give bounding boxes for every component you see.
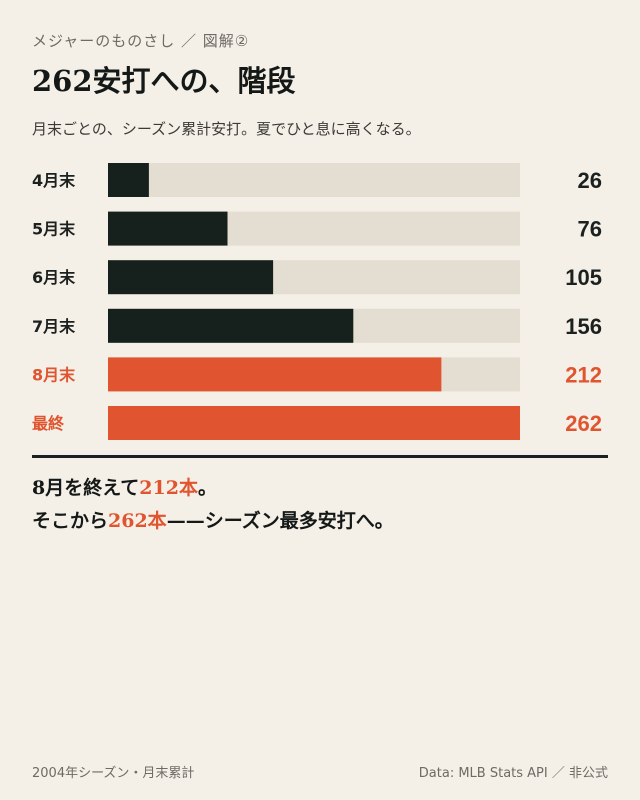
divider [32,455,608,458]
bar-track [108,163,520,197]
annotation-line-2: そこから262本——シーズン最多安打へ。 [32,505,394,538]
category-label: 最終 [32,414,65,433]
bar-chart: 4月末 26 5月末 76 6月末 105 7月末 156 8月末 212 最終 262 [32,163,602,440]
category-label: 4月末 [32,171,76,190]
bar-row: 最終 262 [32,406,602,440]
annotation-line-1: 8月を終えて212本。 [32,472,394,505]
value-label: 76 [578,217,602,242]
annotation-highlight: 262本 [108,510,167,532]
bar-row: 7月末 156 [32,308,602,343]
value-label: 212 [565,362,602,387]
bar [108,260,274,295]
value-label: 105 [565,265,602,290]
bar-row: 5月末 76 [32,211,602,246]
annotation: 8月を終えて212本。 そこから262本——シーズン最多安打へ。 [32,472,394,538]
bar-row: 8月末 212 [32,357,602,392]
category-label: 8月末 [32,365,76,384]
bar [108,406,520,440]
annotation-text: 。 [197,477,217,499]
chart-subtitle: 月末ごとの、シーズン累計安打。夏でひと息に高くなる。 [32,120,421,138]
footer-source-note: 2004年シーズン・月末累計 [32,766,195,781]
bar [108,357,442,392]
kicker: メジャーのものさし ／ 図解② [32,32,250,50]
annotation-text: 8月を終えて [32,477,140,499]
annotation-text: そこから [32,510,109,532]
chart-title: 262安打への、階段 [32,64,296,98]
bar [108,163,149,197]
bar [108,308,354,343]
category-label: 7月末 [32,317,76,336]
value-label: 156 [565,314,602,339]
value-label: 26 [578,168,602,193]
annotation-text: ——シーズン最多安打へ。 [166,510,394,532]
category-label: 6月末 [32,268,76,287]
annotation-highlight: 212本 [139,477,198,499]
category-label: 5月末 [32,220,76,239]
bar-row: 4月末 26 [32,163,602,197]
bar [108,211,228,246]
footer-data-credit: Data: MLB Stats API ／ 非公式 [418,766,608,781]
bar-row: 6月末 105 [32,260,602,295]
value-label: 262 [565,411,602,436]
